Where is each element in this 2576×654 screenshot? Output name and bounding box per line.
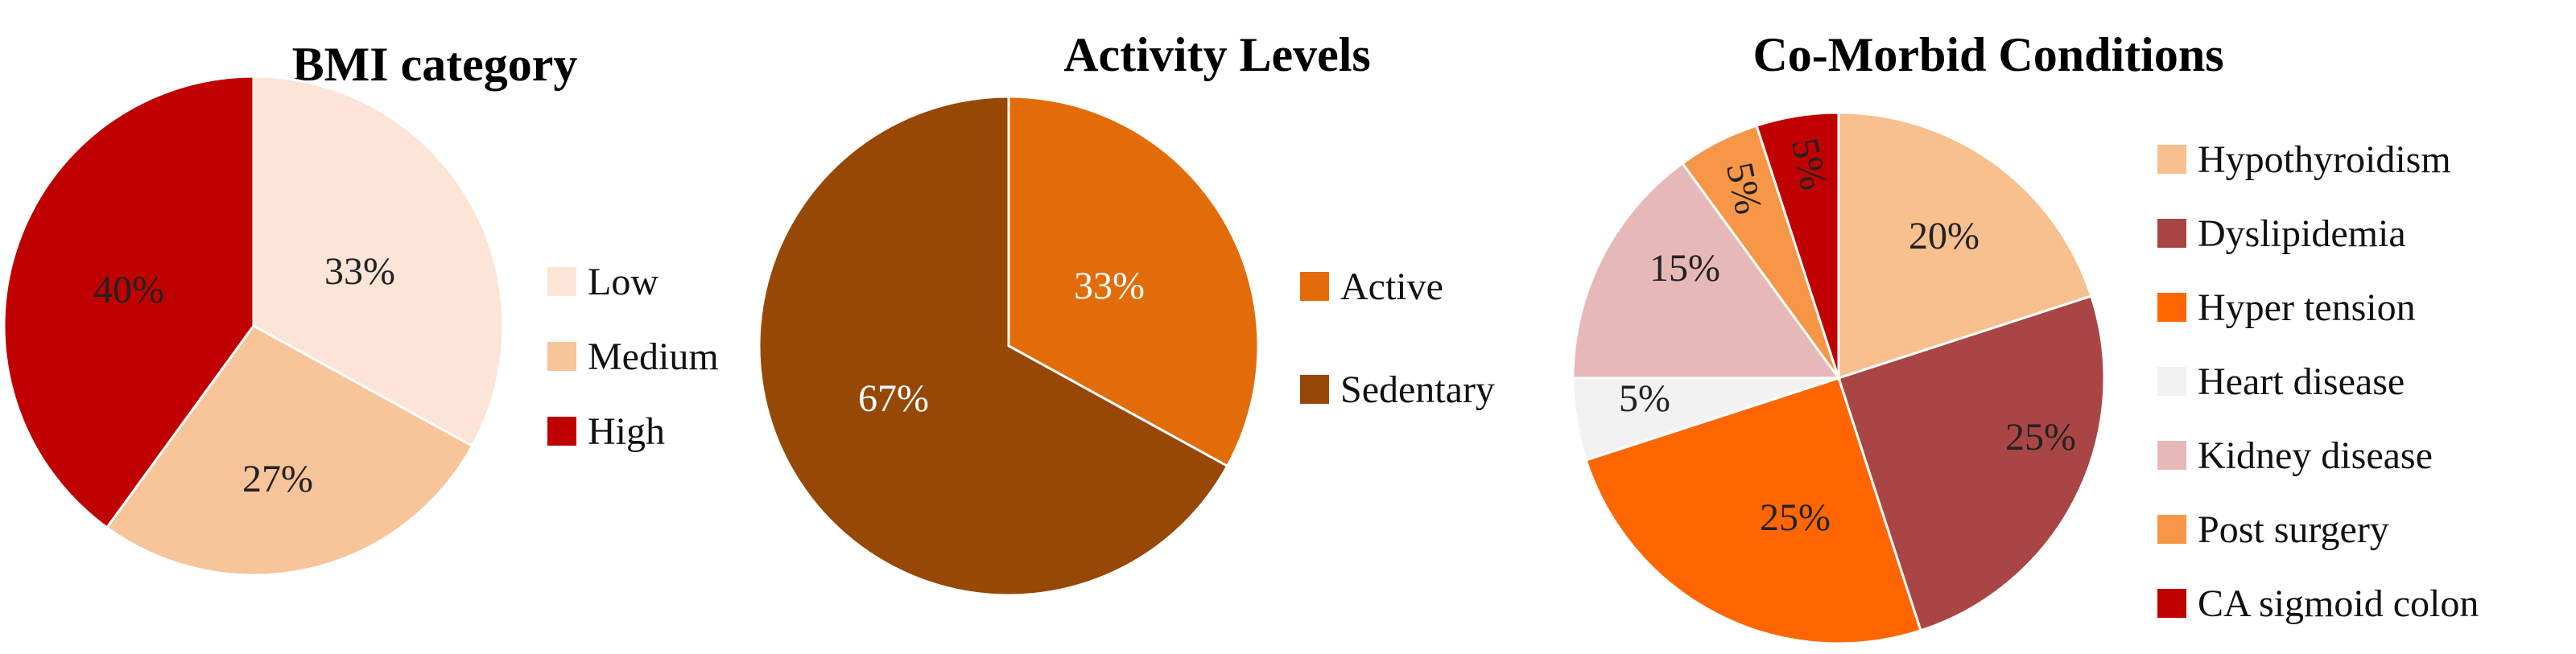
pie-slice-hypothyroidism <box>1837 111 2093 380</box>
data-label: 27% <box>242 458 313 500</box>
legend-label: Post surgery <box>2198 508 2389 551</box>
pie-plot: 20%25%25%5%15%5% 5% <box>1571 111 2106 645</box>
legend-swatch <box>2157 219 2186 248</box>
pie-slice-high <box>2 75 255 529</box>
pie-slice-sedentary <box>758 95 1229 597</box>
legend-swatch <box>2157 441 2186 470</box>
data-label: 25% <box>2005 416 2076 459</box>
data-label: 15% <box>1649 247 1720 290</box>
legend-swatch <box>2157 367 2186 396</box>
chart-bmi-category: BMI category 33% 27% 40% Low Medium High <box>2 38 719 577</box>
pie-slice-low <box>252 75 505 448</box>
legend-label: Hyper tension <box>2198 286 2416 329</box>
legend-label: Low <box>588 261 658 303</box>
legend-label: Dyslipidemia <box>2198 212 2406 255</box>
chart-title: Co-Morbid Conditions <box>1752 28 2223 81</box>
pie-plot: 33% 67% <box>758 95 1260 597</box>
data-label: 20% <box>1909 215 1979 257</box>
legend-swatch <box>547 417 576 446</box>
legend-label: Medium <box>588 335 719 378</box>
data-label: 67% <box>858 377 929 420</box>
legend-label: CA sigmoid colon <box>2198 582 2479 625</box>
data-label: 5% <box>1783 134 1835 194</box>
pie-slice-medium <box>105 324 474 577</box>
pie-slice-dyslipidemia <box>1837 294 2106 632</box>
pie-slice-kidney-disease <box>1571 161 1841 380</box>
chart-co-morbid-conditions: Co-Morbid Conditions 20%25%25%5%15%5% 5% … <box>1571 28 2479 645</box>
legend-swatch <box>2157 145 2186 174</box>
legend-swatch <box>547 267 576 296</box>
legend-label: Heart disease <box>2198 360 2405 403</box>
legend-label: High <box>588 410 665 453</box>
legend-swatch <box>547 342 576 371</box>
legend-swatch <box>2157 293 2186 322</box>
pie-slice-active <box>1007 95 1260 468</box>
pie-slice-hyper-tension <box>1584 376 1922 645</box>
legend-swatch <box>1300 375 1329 404</box>
data-label: 40% <box>93 269 164 311</box>
legend-swatch <box>2157 589 2186 618</box>
data-label: 33% <box>1074 265 1145 307</box>
chart-title: BMI category <box>292 38 578 91</box>
legend: Active Sedentary <box>1300 265 1495 411</box>
legend: Hypothyroidism Dyslipidemia Hyper tension H… <box>2157 138 2479 625</box>
legend-label: Kidney disease <box>2198 434 2433 477</box>
data-label: 5% <box>1718 158 1770 218</box>
legend-label: Active <box>1340 265 1443 308</box>
legend: Low Medium High <box>547 261 719 453</box>
data-label: 5% <box>1619 377 1670 420</box>
data-label: 33% <box>324 250 395 293</box>
legend-label: Hypothyroidism <box>2198 138 2451 181</box>
pie-slice-ca-sigmoid-colon <box>1755 111 1840 379</box>
chart-title: Activity Levels <box>1063 28 1371 81</box>
chart-activity-levels: Activity Levels 33% 67% Active Sedentary <box>758 28 1495 597</box>
legend-label: Sedentary <box>1340 368 1495 411</box>
legend-swatch <box>1300 272 1329 301</box>
data-label: 25% <box>1760 496 1831 539</box>
legend-swatch <box>2157 515 2186 544</box>
pie-plot: 33% 27% 40% <box>2 75 505 577</box>
